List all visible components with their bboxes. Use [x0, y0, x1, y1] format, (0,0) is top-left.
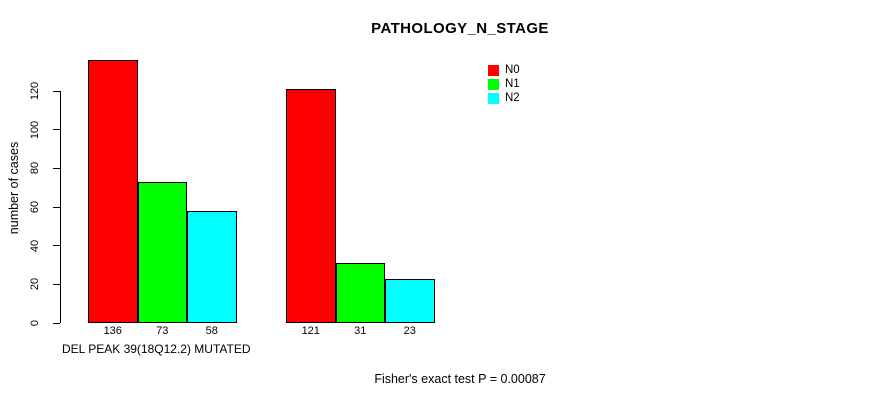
- legend-item: N0: [488, 63, 520, 77]
- legend-label: N0: [505, 64, 520, 76]
- y-tick-mark: [53, 283, 60, 285]
- bar: [385, 278, 435, 323]
- legend-swatch: [488, 92, 499, 104]
- y-tick-label: 40: [29, 239, 41, 252]
- y-tick-mark: [53, 322, 60, 324]
- y-tick-mark: [53, 206, 60, 208]
- y-tick-label: 120: [29, 81, 41, 101]
- bar-value-label: 58: [205, 325, 218, 337]
- legend-item: N2: [488, 91, 520, 105]
- chart-title: PATHOLOGY_N_STAGE: [371, 20, 549, 37]
- bar-value-label: 23: [403, 325, 416, 337]
- bar-value-label: 73: [156, 325, 169, 337]
- legend-label: N2: [505, 92, 520, 104]
- x-axis-title: DEL PEAK 39(18Q12.2) MUTATED: [62, 342, 251, 356]
- y-tick-label: 60: [29, 200, 41, 214]
- fisher-test-note: Fisher's exact test P = 0.00087: [374, 372, 546, 386]
- y-tick-label: 0: [29, 319, 41, 327]
- bar-value-label: 31: [354, 325, 367, 337]
- bar: [88, 60, 138, 323]
- bar-value-label: 121: [301, 325, 320, 337]
- y-axis-title: number of cases: [7, 141, 21, 235]
- bar-value-label: 136: [103, 325, 122, 337]
- y-tick-mark: [53, 90, 60, 92]
- y-tick-label: 80: [29, 162, 41, 175]
- legend: N0 N1 N2: [488, 63, 520, 105]
- y-tick-mark: [53, 129, 60, 131]
- y-tick-mark: [53, 167, 60, 169]
- y-tick-mark: [53, 245, 60, 247]
- bar: [137, 181, 187, 323]
- legend-item: N1: [488, 77, 520, 91]
- y-tick-label: 20: [29, 278, 41, 291]
- bar: [335, 263, 385, 323]
- y-tick-label: 100: [29, 120, 41, 139]
- bar: [187, 210, 237, 323]
- legend-swatch: [488, 64, 499, 76]
- legend-swatch: [488, 78, 499, 90]
- legend-label: N1: [505, 78, 520, 90]
- y-axis-line: [60, 91, 61, 323]
- bar: [286, 89, 336, 323]
